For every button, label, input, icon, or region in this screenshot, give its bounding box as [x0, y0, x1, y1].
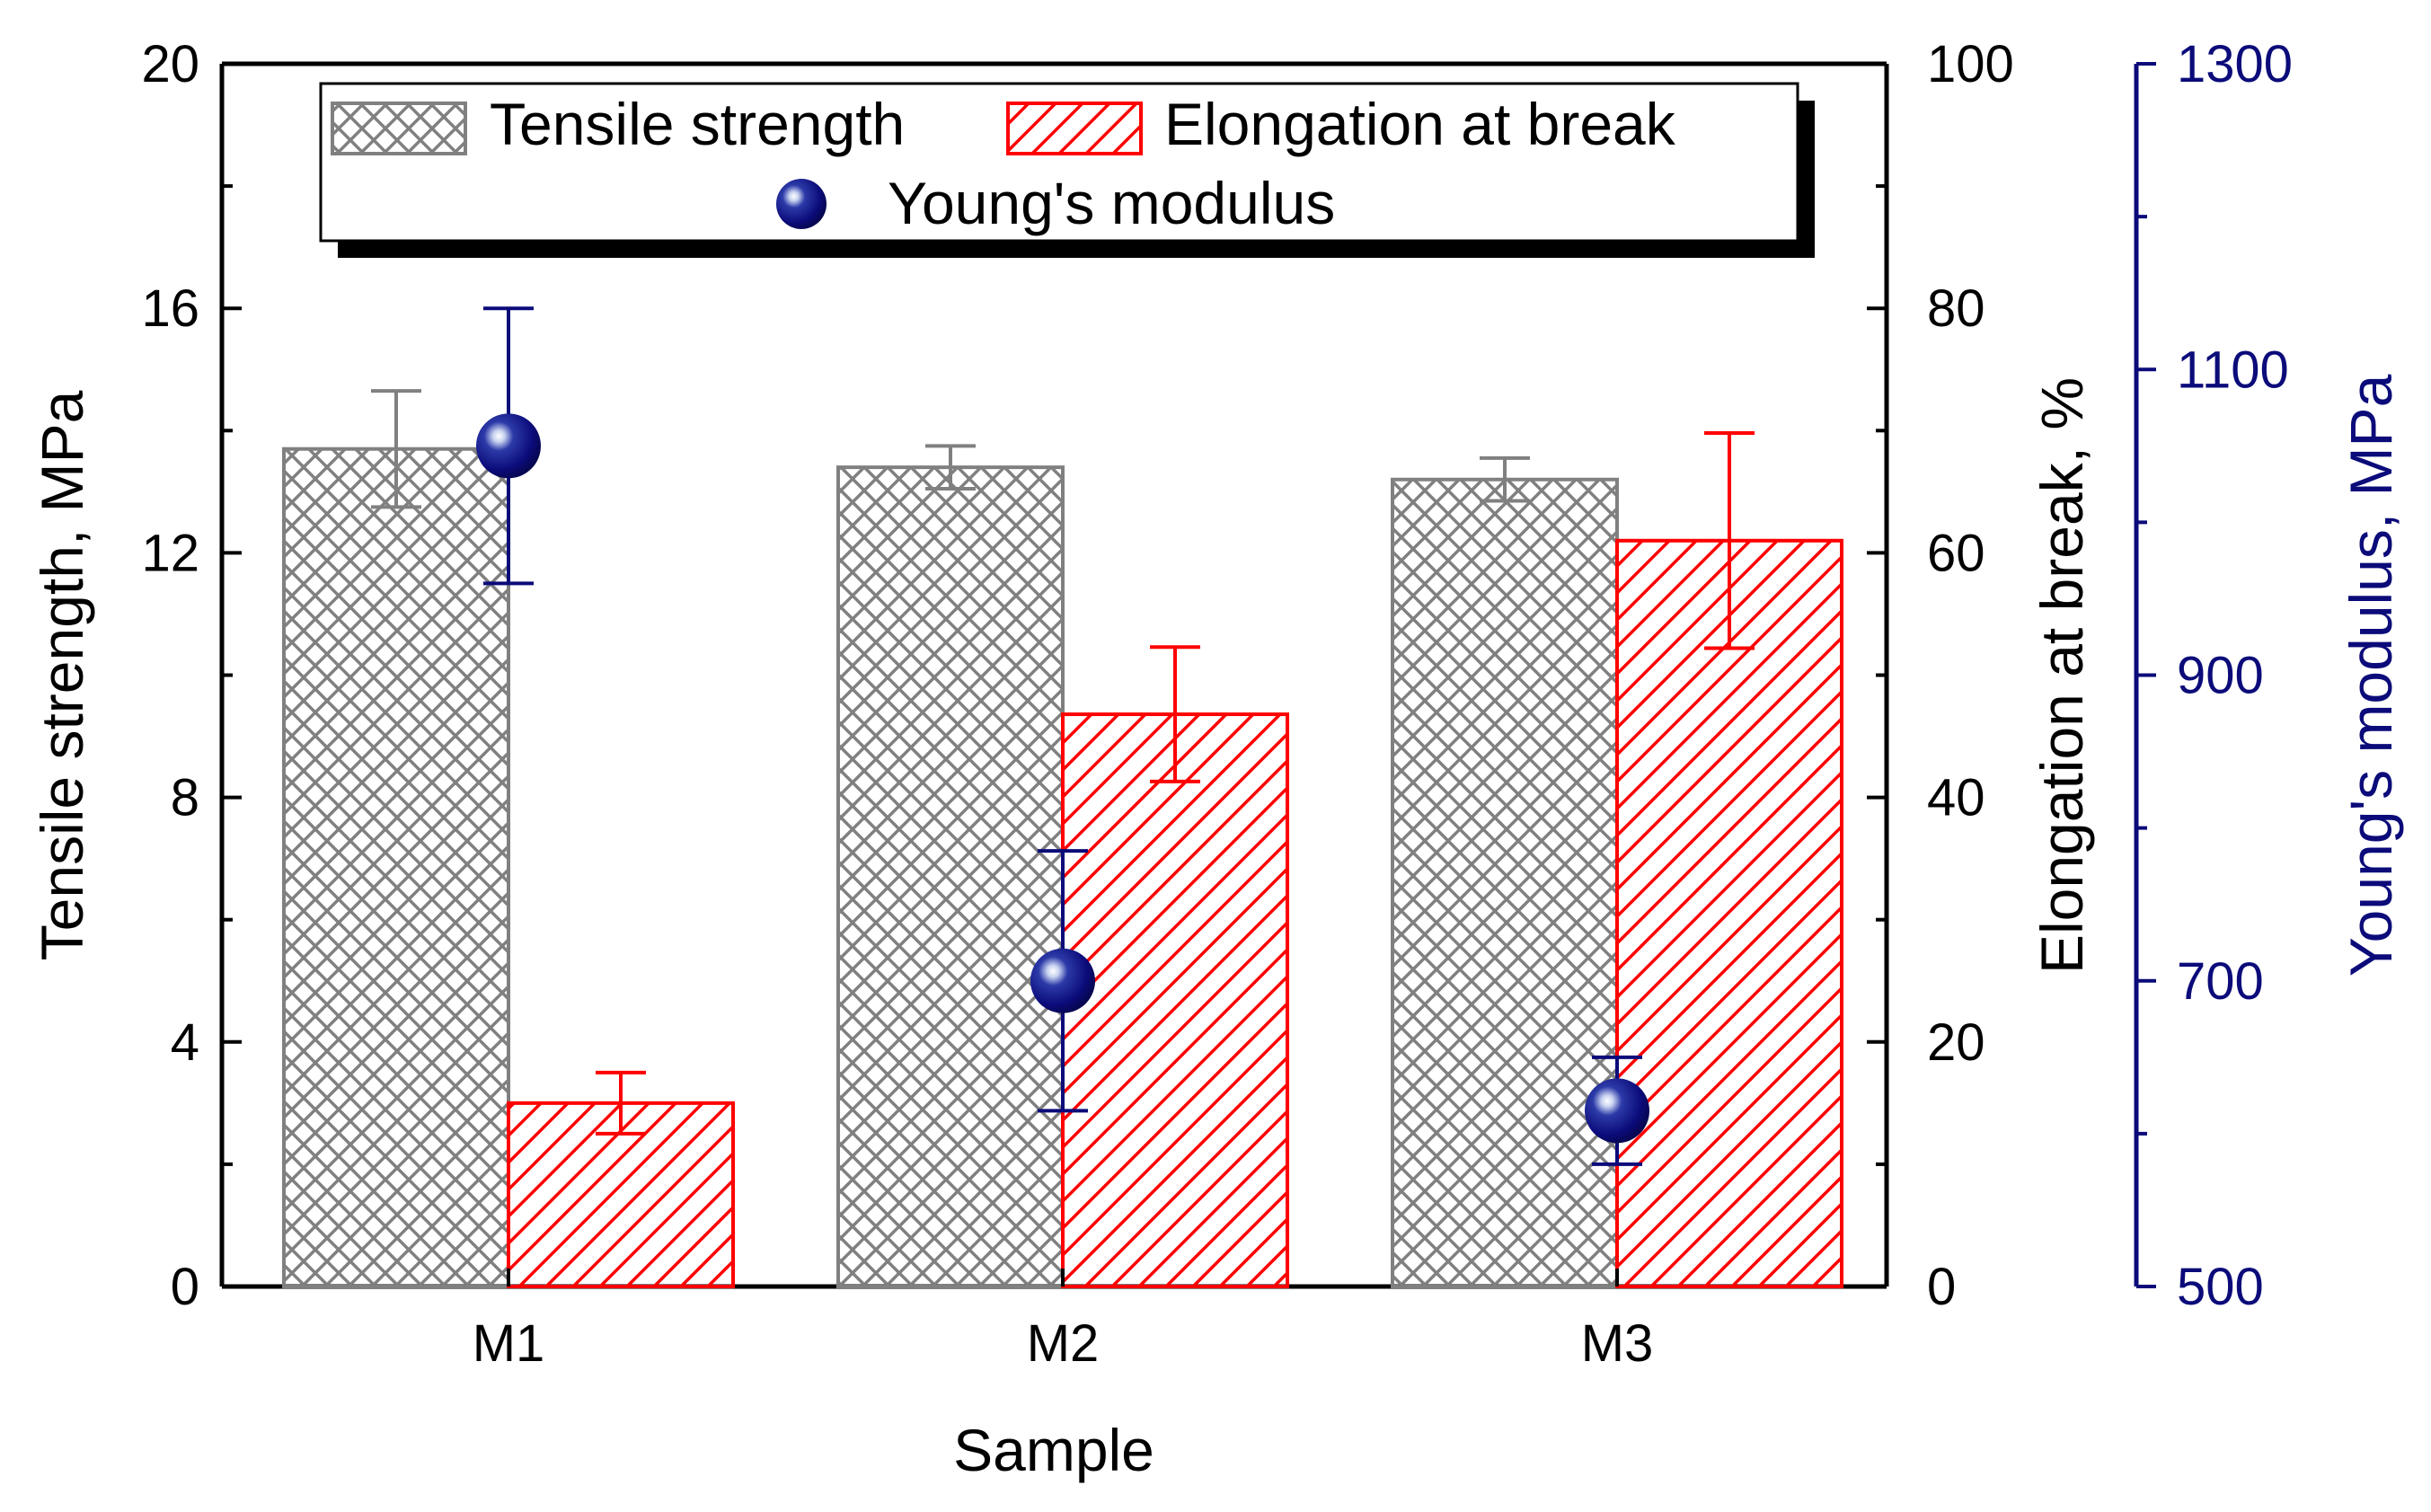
x-axis-title: Sample — [953, 1417, 1154, 1483]
legend-label-young: Young's modulus — [888, 170, 1335, 236]
tick-label-left: 4 — [171, 1013, 199, 1072]
x-tick-label-M3: M3 — [1581, 1314, 1654, 1373]
legend-marker-young — [776, 179, 827, 229]
tick-label-right1: 0 — [1927, 1258, 1956, 1316]
left-axis-title: Tensile strength, MPa — [29, 390, 95, 960]
bar-tensile-M2 — [836, 465, 1065, 1288]
tick-label-left: 8 — [171, 769, 199, 827]
bar-elongation-M3 — [1615, 538, 1843, 1288]
legend: Tensile strength Elongation at break You… — [319, 82, 1815, 258]
right2-axis-ticks: 500 700 900 1100 1300 — [2136, 35, 2293, 1316]
point-young-M2 — [1030, 948, 1095, 1013]
x-tick-label-M1: M1 — [473, 1314, 545, 1373]
tick-label-right2: 500 — [2177, 1258, 2264, 1316]
bar-tensile-M3 — [1391, 477, 1619, 1288]
point-young-M1 — [476, 413, 541, 479]
tick-label-right1: 80 — [1927, 279, 1985, 338]
bar-tensile-M1 — [282, 447, 510, 1288]
legend-swatch-elongation — [1006, 102, 1143, 155]
tick-label-left: 12 — [141, 524, 199, 582]
right1-axis-ticks: 0 20 40 60 80 100 — [1867, 35, 2014, 1316]
bar-elongation-M2 — [1061, 712, 1289, 1288]
right2-axis-title: Young's modulus, MPa — [2338, 374, 2404, 977]
tick-label-right1: 20 — [1927, 1013, 1985, 1072]
tick-label-right2: 1100 — [2177, 340, 2289, 399]
tick-label-right1: 40 — [1927, 769, 1985, 827]
tick-label-left: 20 — [141, 35, 199, 93]
x-categories: M1 M2 M3 — [473, 1269, 1654, 1373]
tick-label-left: 16 — [141, 279, 199, 338]
points — [476, 306, 1649, 1166]
tick-label-right2: 700 — [2177, 952, 2264, 1011]
left-axis-ticks: 0 4 8 12 16 20 — [141, 35, 242, 1316]
legend-swatch-tensile — [331, 102, 467, 155]
tick-label-right1: 60 — [1927, 524, 1985, 582]
tick-label-right1: 100 — [1927, 35, 2014, 93]
legend-label-elongation: Elongation at break — [1164, 91, 1676, 157]
point-young-M3 — [1585, 1078, 1649, 1144]
tick-label-left: 0 — [171, 1258, 199, 1316]
bars — [282, 389, 1843, 1288]
x-tick-label-M2: M2 — [1027, 1314, 1100, 1373]
right1-axis-title: Elongation at break, % — [2029, 377, 2095, 974]
legend-label-tensile: Tensile strength — [490, 91, 905, 157]
tick-label-right2: 900 — [2177, 647, 2264, 705]
tick-label-right2: 1300 — [2177, 35, 2293, 93]
